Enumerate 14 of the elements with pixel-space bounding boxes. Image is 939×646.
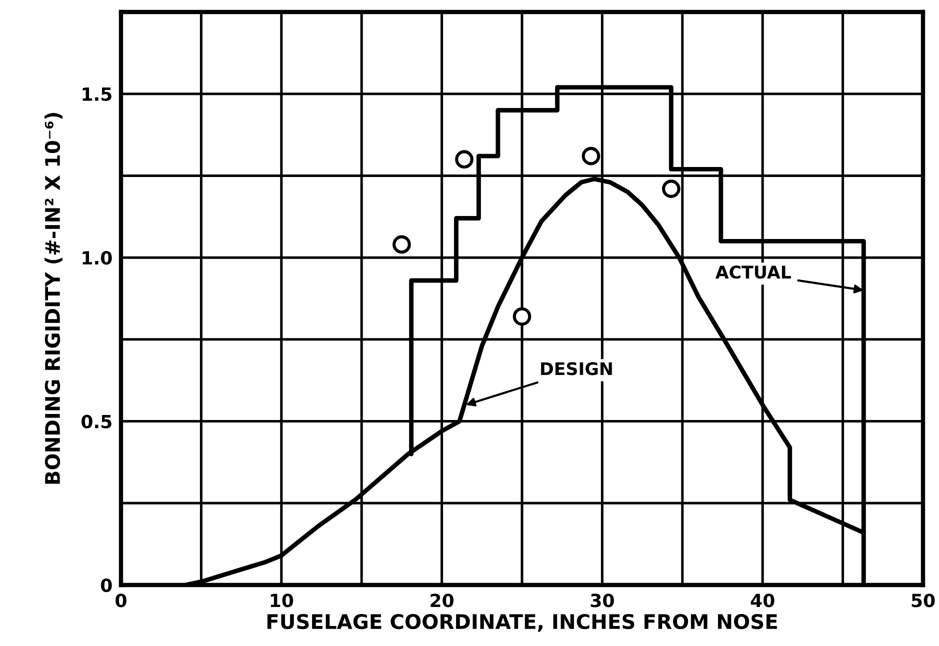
y-tick-label: 0 (100, 578, 112, 592)
x-tick-label: 30 (590, 594, 614, 608)
annotation: DESIGN (541, 362, 612, 376)
x-tick-label: 50 (912, 594, 935, 608)
x-tick-label: 10 (270, 594, 294, 608)
y-tick-label: 1.0 (82, 251, 112, 265)
x-axis-title: FUSELAGE COORDINATE, INCHES FROM NOSE (267, 614, 777, 632)
annotation: ACTUAL (715, 266, 791, 279)
x-tick-label: 40 (750, 594, 774, 608)
x-tick-label: 0 (116, 594, 126, 608)
y-tick-label: 0.5 (82, 414, 112, 428)
x-tick-label: 20 (430, 594, 454, 608)
y-tick-label: 1.5 (82, 88, 112, 101)
y-axis-title: BONDING RIGIDITY (#-IN² X 10⁻⁶) (44, 113, 62, 484)
